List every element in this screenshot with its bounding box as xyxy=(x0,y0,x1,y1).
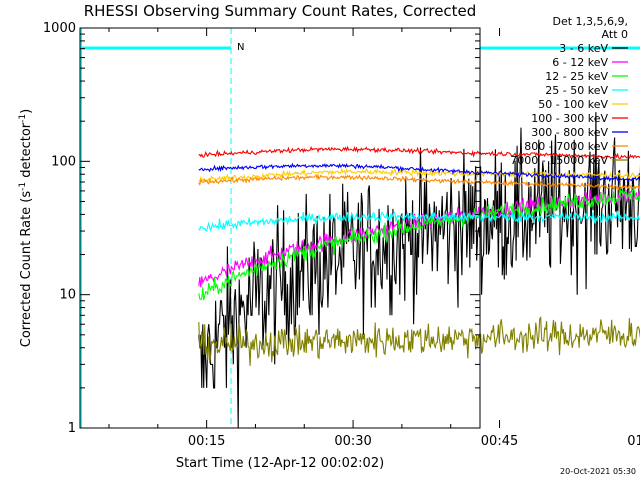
legend-label: 800 - 7000 keV xyxy=(524,140,608,153)
x-tick-label: 00:15 xyxy=(188,434,225,449)
legend-label: 12 - 25 keV xyxy=(545,70,608,83)
y-axis-label: Corrected Count Rate (s-1 detector-1) xyxy=(18,109,34,347)
legend-label: 300 - 800 keV xyxy=(531,126,608,139)
x-tick-label: 00:30 xyxy=(334,434,371,449)
series-line xyxy=(198,145,640,160)
x-tick-label: 01:00 xyxy=(627,434,640,449)
legend-header-line-1: Det 1,3,5,6,9, xyxy=(552,15,628,28)
chart-title: RHESSI Observing Summary Count Rates, Co… xyxy=(84,2,477,20)
legend-label: 50 - 100 keV xyxy=(538,98,608,111)
series-line xyxy=(198,316,640,366)
flag-label-n: N xyxy=(237,42,244,53)
y-tick-label: 10 xyxy=(59,288,76,303)
legend-label: 6 - 12 keV xyxy=(552,56,608,69)
series-line xyxy=(198,162,640,183)
x-tick-label: 00:45 xyxy=(481,434,518,449)
legend-label: 100 - 300 keV xyxy=(531,112,608,125)
series-line xyxy=(198,166,640,183)
series-line xyxy=(198,112,640,429)
legend-header-line-2: Att 0 xyxy=(602,28,628,41)
legend-label: 7000 - 15000 keV xyxy=(510,154,608,167)
x-axis-label: Start Time (12-Apr-12 00:02:02) xyxy=(176,456,384,471)
legend-label: 3 - 6 keV xyxy=(559,42,608,55)
series-line xyxy=(198,210,640,233)
timestamp: 20-Oct-2021 05:30 xyxy=(560,467,636,476)
plot-frame xyxy=(79,27,481,429)
y-tick-label: 1000 xyxy=(43,21,76,36)
legend-label: 25 - 50 keV xyxy=(545,84,608,97)
plot-area: NS110100100000:1500:3000:4501:0001:1501:… xyxy=(43,21,640,449)
y-tick-label: 1 xyxy=(68,421,76,436)
series-line xyxy=(198,173,640,191)
y-tick-label: 100 xyxy=(51,154,76,169)
